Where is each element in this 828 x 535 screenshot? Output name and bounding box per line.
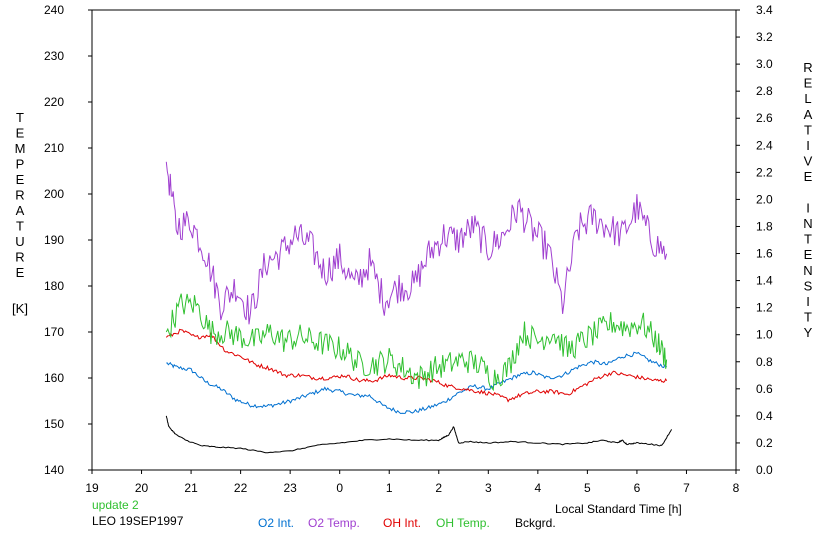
plot-frame xyxy=(91,9,737,471)
x-tick-label: 7 xyxy=(683,481,690,495)
right-title-letter: E xyxy=(804,169,813,184)
x-tick-label: 8 xyxy=(733,481,740,495)
right-tick-label: 0.4 xyxy=(756,409,773,423)
legend-item: Bckgrd. xyxy=(515,516,556,530)
right-title-letter: N xyxy=(803,216,812,231)
series-line xyxy=(165,161,668,325)
left-title-letter: A xyxy=(16,203,25,218)
right-tick-label: 3.0 xyxy=(756,57,773,71)
right-title-letter: L xyxy=(804,91,811,106)
x-tick-label: 0 xyxy=(336,481,343,495)
right-tick-label: 2.0 xyxy=(756,192,773,206)
left-tick-label: 230 xyxy=(44,49,64,63)
x-tick-label: 5 xyxy=(584,481,591,495)
right-title-letter: A xyxy=(804,107,813,122)
left-axis-unit: [K] xyxy=(12,301,28,316)
right-tick-label: 1.0 xyxy=(756,328,773,342)
left-title-letter: R xyxy=(15,250,24,265)
right-tick-label: 2.8 xyxy=(756,84,773,98)
right-title-letter: T xyxy=(804,232,812,247)
right-title-letter: Y xyxy=(804,325,813,340)
right-title-letter: I xyxy=(806,200,810,215)
right-tick-label: 0.8 xyxy=(756,355,773,369)
left-title-letter: M xyxy=(15,141,26,156)
left-tick-label: 220 xyxy=(44,95,64,109)
x-axis: 19 20 21 22 23 0 1 2 3 4 5 6 7 8 xyxy=(85,470,740,495)
left-y-axis: 140 150 160 170 180 190 200 210 220 230 240 xyxy=(44,3,92,477)
left-tick-label: 200 xyxy=(44,187,64,201)
right-tick-label: 1.4 xyxy=(756,274,773,288)
right-title-letter: S xyxy=(804,278,813,293)
legend-item: OH Temp. xyxy=(436,516,490,530)
right-tick-label: 2.2 xyxy=(756,165,773,179)
right-tick-label: 1.2 xyxy=(756,301,773,315)
series-line xyxy=(165,293,668,392)
right-tick-label: 0.6 xyxy=(756,382,773,396)
left-tick-label: 160 xyxy=(44,371,64,385)
left-tick-label: 210 xyxy=(44,141,64,155)
x-axis-label: Local Standard Time [h] xyxy=(555,502,682,516)
x-tick-label: 19 xyxy=(85,481,99,495)
left-title-letter: E xyxy=(16,126,25,141)
right-title-letter: E xyxy=(804,76,813,91)
right-title-letter: E xyxy=(804,247,813,262)
right-title-letter: R xyxy=(803,60,812,75)
right-title-letter: I xyxy=(806,294,810,309)
right-tick-label: 1.6 xyxy=(756,247,773,261)
left-title-letter: E xyxy=(16,265,25,280)
status-text: update 2 xyxy=(92,498,139,512)
series-layer xyxy=(165,161,673,454)
left-tick-label: 150 xyxy=(44,417,64,431)
right-tick-label: 0.2 xyxy=(756,436,773,450)
right-tick-label: 2.6 xyxy=(756,111,773,125)
right-title-letter: T xyxy=(804,310,812,325)
x-tick-label: 23 xyxy=(283,481,297,495)
left-tick-label: 180 xyxy=(44,279,64,293)
right-tick-label: 0.0 xyxy=(756,463,773,477)
x-tick-label: 20 xyxy=(135,481,149,495)
right-tick-label: 3.4 xyxy=(756,3,773,17)
legend-item: OH Int. xyxy=(383,516,421,530)
left-title-letter: R xyxy=(15,188,24,203)
left-title-letter: P xyxy=(16,157,25,172)
station-label: LEO 19SEP1997 xyxy=(92,514,184,528)
x-tick-label: 22 xyxy=(234,481,248,495)
right-tick-label: 1.8 xyxy=(756,219,773,233)
right-title-letter: I xyxy=(806,138,810,153)
right-tick-label: 2.4 xyxy=(756,138,773,152)
left-title-letter: E xyxy=(16,172,25,187)
left-tick-label: 190 xyxy=(44,233,64,247)
left-title-letter: U xyxy=(15,234,24,249)
left-tick-label: 240 xyxy=(44,3,64,17)
series-line xyxy=(165,415,673,454)
right-y-axis: 0.0 0.2 0.4 0.6 0.8 1.0 1.2 1.4 1.6 1.8 2.0 2.2 2.4 2… xyxy=(736,3,773,477)
left-title-letter: T xyxy=(16,110,24,125)
legend-item: O2 Int. xyxy=(258,516,294,530)
series-line xyxy=(165,328,668,403)
left-title-letter: T xyxy=(16,219,24,234)
series-line xyxy=(166,351,668,415)
right-title-letter: N xyxy=(803,263,812,278)
right-title-letter: T xyxy=(804,122,812,137)
legend-item: O2 Temp. xyxy=(308,516,360,530)
x-tick-label: 2 xyxy=(435,481,442,495)
left-tick-label: 170 xyxy=(44,325,64,339)
x-tick-label: 21 xyxy=(184,481,198,495)
x-tick-label: 3 xyxy=(485,481,492,495)
x-tick-label: 6 xyxy=(634,481,641,495)
right-title-letter: V xyxy=(804,154,813,169)
left-tick-label: 140 xyxy=(44,463,64,477)
right-tick-label: 3.2 xyxy=(756,30,773,44)
legend: O2 Int. O2 Temp. OH Int. OH Temp. Bckgrd. xyxy=(258,516,556,530)
x-tick-label: 4 xyxy=(535,481,542,495)
x-tick-label: 1 xyxy=(386,481,393,495)
